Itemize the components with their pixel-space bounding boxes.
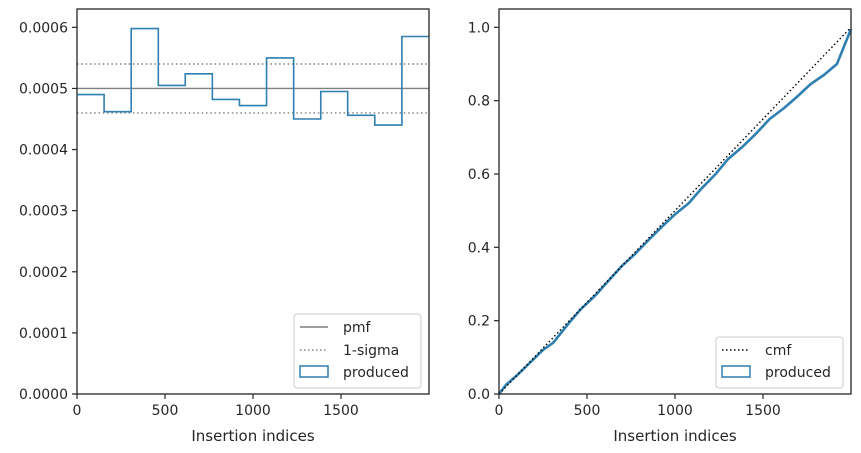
legend-produced-swatch-right xyxy=(721,365,751,378)
right-x-tick-label: 0 xyxy=(495,403,504,419)
right-chart-ticks: 0 500 1000 1500 0.0 0.2 0.4 0.6 0.8 1.0 xyxy=(468,20,781,419)
right-x-tick-label: 500 xyxy=(574,403,601,419)
left-x-tick-label: 1000 xyxy=(235,403,271,419)
right-plot-frame xyxy=(498,8,852,395)
legend-cmf-label: cmf xyxy=(765,343,792,359)
right-legend: cmf produced xyxy=(715,336,844,389)
right-y-tick-label: 1.0 xyxy=(468,20,490,36)
left-y-tick-label: 0.0006 xyxy=(19,20,68,36)
left-legend: pmf 1-sigma produced xyxy=(293,313,422,389)
right-x-axis-label: Insertion indices xyxy=(613,427,736,445)
left-x-axis-label: Insertion indices xyxy=(191,427,314,445)
left-chart-ticks: 0 500 1000 1500 0.0000 0.0001 0.0002 0.0003 0.00… xyxy=(19,20,359,419)
left-y-tick-label: 0.0005 xyxy=(19,81,68,97)
left-y-tick-label: 0.0003 xyxy=(19,204,68,220)
left-legend-box xyxy=(293,313,422,389)
right-y-tick-label: 0.4 xyxy=(468,240,490,256)
produced-cumulative-line xyxy=(497,28,853,395)
left-y-tick-label: 0.0001 xyxy=(19,326,68,342)
legend-produced-label: produced xyxy=(343,365,409,381)
right-chart-panel: 0 500 1000 1500 0.0 0.2 0.4 0.6 0.8 1.0 Insertion… xyxy=(468,8,853,445)
right-y-tick-label: 0.2 xyxy=(468,314,490,330)
right-y-tick-label: 0.8 xyxy=(468,94,490,110)
legend-pmf-label: pmf xyxy=(343,320,372,336)
legend-produced-swatch xyxy=(299,365,329,378)
legend-sigma-label: 1-sigma xyxy=(343,343,399,359)
legend-produced-label-right: produced xyxy=(765,365,831,381)
left-chart-marks xyxy=(77,27,429,126)
produced-histogram xyxy=(77,27,429,126)
left-x-tick-label: 500 xyxy=(152,403,179,419)
left-y-tick-label: 0.0002 xyxy=(19,265,68,281)
left-y-tick-label: 0.0000 xyxy=(19,387,68,403)
right-x-tick-label: 1500 xyxy=(745,403,781,419)
right-y-tick-label: 0.6 xyxy=(468,167,490,183)
left-x-tick-label: 0 xyxy=(73,403,82,419)
right-x-tick-label: 1000 xyxy=(657,403,693,419)
right-legend-box xyxy=(715,336,844,389)
right-y-tick-label: 0.0 xyxy=(468,387,490,403)
left-y-tick-label: 0.0004 xyxy=(19,143,68,159)
left-x-tick-label: 1500 xyxy=(323,403,359,419)
right-chart-marks xyxy=(497,26,853,395)
left-chart-panel: 0 500 1000 1500 0.0000 0.0001 0.0002 0.0003 0.00… xyxy=(19,8,430,445)
cmf-line xyxy=(498,26,852,395)
